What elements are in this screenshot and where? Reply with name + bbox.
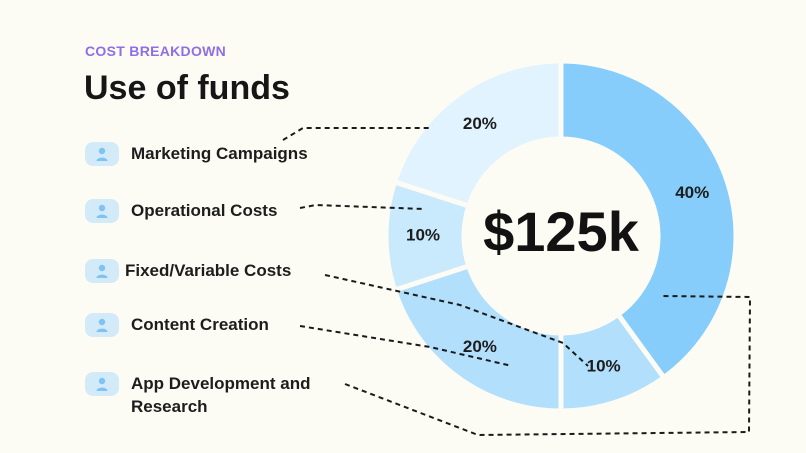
slice-value-label-2: 20%: [463, 337, 497, 356]
section-eyebrow: COST BREAKDOWN: [85, 43, 227, 59]
legend-item-fixed-variable: Fixed/Variable Costs: [85, 259, 291, 283]
legend-label: App Development and Research: [131, 374, 311, 416]
user-icon: [85, 259, 119, 283]
slice-value-label-4: 20%: [463, 114, 497, 133]
user-icon: [85, 313, 119, 337]
user-icon: [85, 142, 119, 166]
leader-line-app-development: [344, 295, 752, 437]
legend-item-app-development: App Development and Research: [85, 372, 371, 418]
donut-slice-0: [558, 58, 739, 381]
user-icon: [85, 372, 119, 396]
legend-label: Content Creation: [131, 315, 269, 334]
legend-label: Marketing Campaigns: [131, 144, 308, 163]
slice-value-label-0: 40%: [675, 183, 709, 202]
page-title: Use of funds: [84, 69, 290, 107]
leader-line-fixed-variable: [324, 274, 589, 367]
leader-line-marketing: [282, 127, 430, 141]
donut-slice-2: [392, 263, 564, 414]
legend-item-operational: Operational Costs: [85, 199, 277, 223]
donut-slice-4: [392, 58, 564, 209]
legend-item-content: Content Creation: [85, 313, 269, 337]
user-icon: [85, 199, 119, 223]
legend-item-marketing: Marketing Campaigns: [85, 142, 308, 166]
center-total-label: $125k: [483, 200, 640, 263]
slice-value-label-1: 10%: [587, 357, 621, 376]
legend-label: Operational Costs: [131, 201, 278, 220]
slice-value-label-3: 10%: [406, 225, 440, 244]
legend-label: Fixed/Variable Costs: [125, 261, 292, 280]
